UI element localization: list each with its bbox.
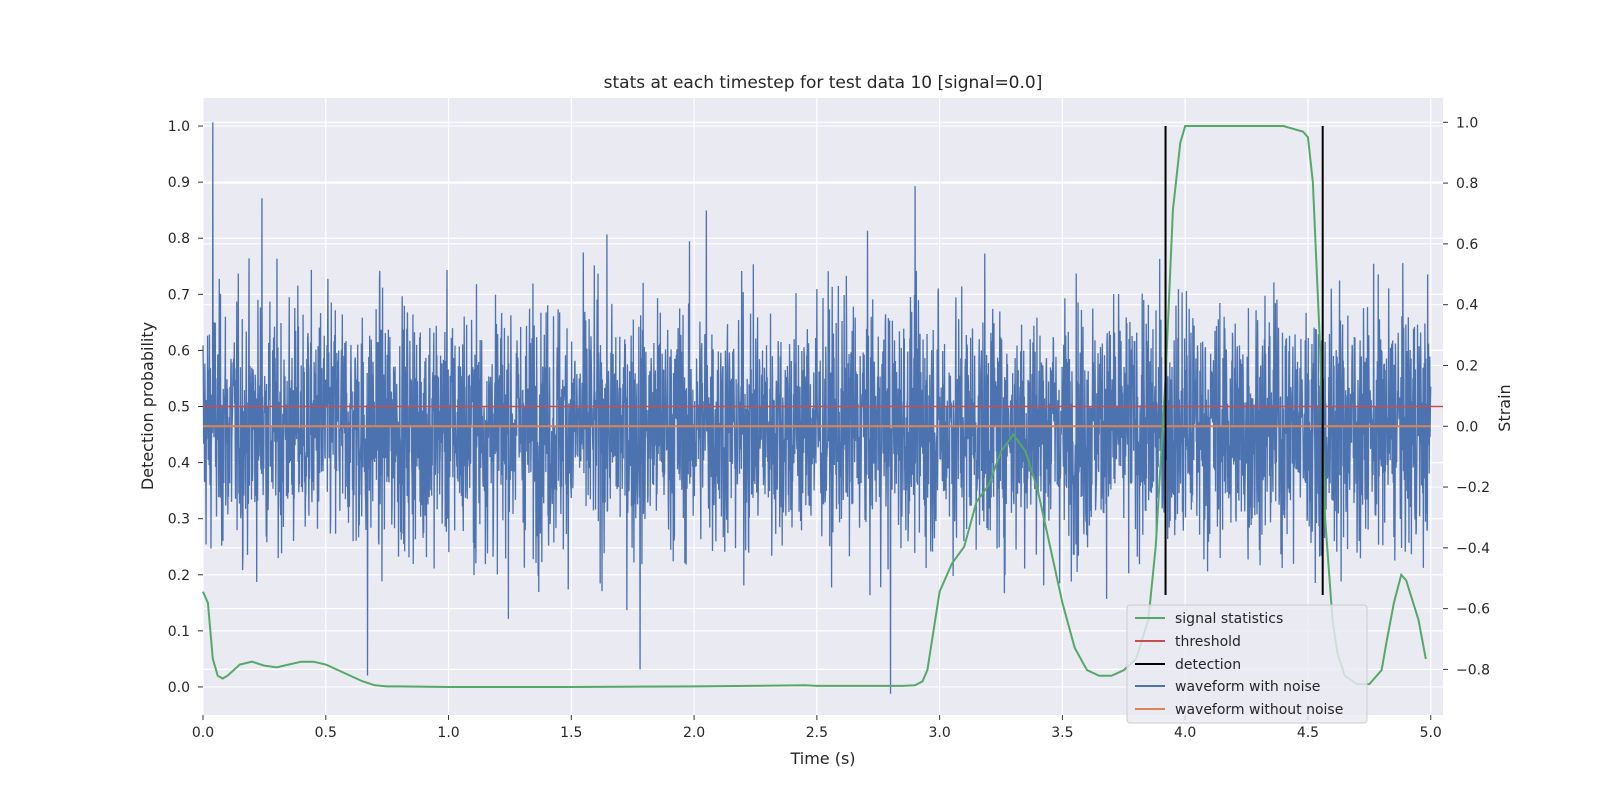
y-left-tick-label: 0.0	[168, 680, 190, 696]
series-waveform-with-noise	[202, 122, 1432, 694]
y-right-tick-label: −0.8	[1456, 662, 1490, 678]
y-left-tick-label: 0.3	[168, 512, 190, 528]
x-tick-label: 5.0	[1420, 725, 1442, 741]
y-right-tick-label: −0.4	[1456, 541, 1490, 557]
y-axis-left: 0.0 0.1 0.2 0.3 0.4 0.5 0.6 0.7 0.8 0.9 1.0	[168, 119, 203, 696]
x-tick-label: 1.0	[437, 725, 459, 741]
y-right-tick-label: 0.8	[1456, 176, 1478, 192]
x-tick-label: 0.0	[192, 725, 214, 741]
series-signal-statistics	[202, 125, 1427, 688]
x-tick-label: 3.0	[929, 725, 951, 741]
legend-label-waveform-without-noise: waveform without noise	[1175, 702, 1343, 718]
y-left-tick-label: 0.8	[168, 231, 190, 247]
y-right-tick-label: −0.6	[1456, 602, 1490, 618]
y-axis-right: −0.8 −0.6 −0.4 −0.2 0.0 0.2 0.4 0.6 0.8 1.0	[1443, 115, 1490, 678]
x-axis: 0.0 0.5 1.0 1.5 2.0 2.5 3.0 3.5 4.0 4.5 5.0	[192, 715, 1442, 741]
chart-title: stats at each timestep for test data 10 …	[604, 73, 1043, 93]
legend-label-signal-statistics: signal statistics	[1175, 611, 1283, 627]
plot-area	[202, 122, 1443, 694]
x-tick-label: 2.0	[683, 725, 705, 741]
x-tick-label: 4.0	[1174, 725, 1196, 741]
y-left-tick-label: 0.6	[168, 343, 190, 359]
y-axis-right-label: Strain	[1495, 384, 1514, 431]
legend: signal statistics threshold detection wa…	[1126, 604, 1368, 724]
y-left-tick-label: 0.2	[168, 568, 190, 584]
y-right-tick-label: 0.6	[1456, 237, 1478, 253]
y-right-tick-label: 0.2	[1456, 358, 1478, 374]
y-left-tick-label: 0.5	[168, 400, 190, 416]
x-tick-label: 2.5	[806, 725, 828, 741]
y-right-tick-label: 0.0	[1456, 419, 1478, 435]
x-tick-label: 3.5	[1051, 725, 1073, 741]
legend-label-detection: detection	[1175, 657, 1241, 673]
y-left-tick-label: 0.9	[168, 175, 190, 191]
y-axis-left-label: Detection probability	[138, 322, 157, 490]
legend-label-threshold: threshold	[1175, 634, 1241, 650]
x-tick-label: 4.5	[1297, 725, 1319, 741]
x-axis-label: Time (s)	[789, 749, 855, 768]
x-tick-label: 1.5	[560, 725, 582, 741]
x-tick-label: 0.5	[315, 725, 337, 741]
y-right-tick-label: 1.0	[1456, 115, 1478, 131]
y-right-tick-label: 0.4	[1456, 298, 1478, 314]
y-right-tick-label: −0.2	[1456, 480, 1490, 496]
y-left-tick-label: 1.0	[168, 119, 190, 135]
legend-label-waveform-with-noise: waveform with noise	[1175, 679, 1320, 695]
y-left-tick-label: 0.1	[168, 624, 190, 640]
y-left-tick-label: 0.7	[168, 287, 190, 303]
y-left-tick-label: 0.4	[168, 456, 190, 472]
legend-box	[1126, 604, 1368, 724]
